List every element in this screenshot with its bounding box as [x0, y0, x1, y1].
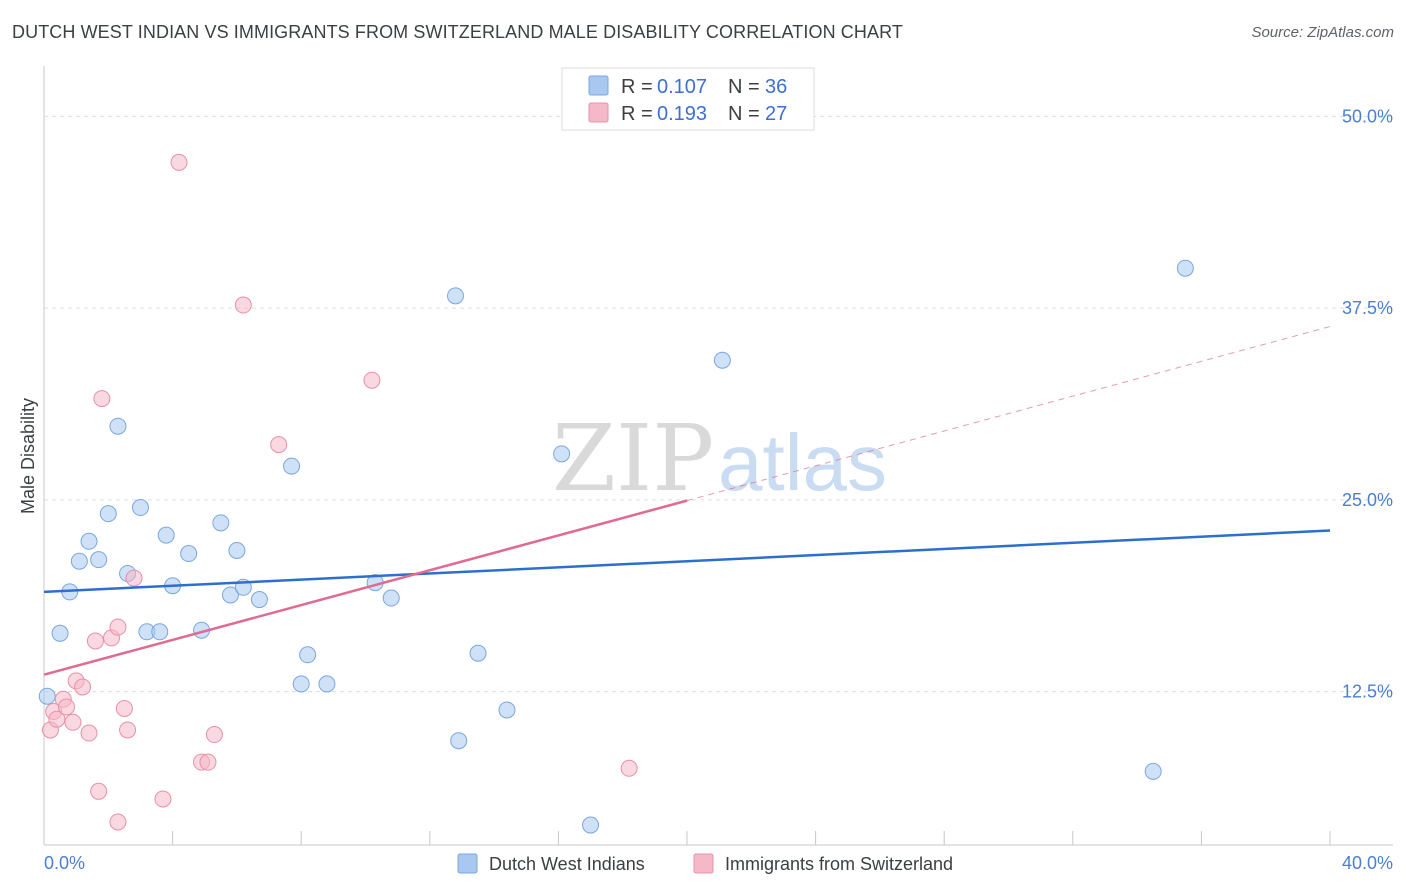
legend-r-value-2: 0.193 — [657, 103, 707, 125]
point-immigrants-from-switzerland — [205, 726, 223, 744]
series-legend-swatch-dutch-west-indians — [457, 853, 478, 874]
x-tick-label-max: 40.0% — [1342, 853, 1393, 873]
point-dutch-west-indians — [212, 514, 230, 532]
point-dutch-west-indians — [51, 624, 69, 642]
point-dutch-west-indians — [151, 623, 169, 641]
point-dutch-west-indians — [283, 457, 301, 475]
legend-n-label-2: N = — [728, 103, 760, 125]
source-label: Source: ZipAtlas.com — [1251, 24, 1394, 41]
y-tick-label: 25.0% — [1342, 490, 1393, 510]
series-legend-swatch-immigrants-from-switzerland — [693, 853, 714, 874]
point-immigrants-from-switzerland — [93, 390, 111, 408]
point-immigrants-from-switzerland — [125, 569, 143, 587]
legend-swatch-dutch-west-indians — [588, 75, 609, 96]
point-dutch-west-indians — [250, 591, 268, 609]
point-dutch-west-indians — [180, 545, 198, 563]
point-immigrants-from-switzerland — [119, 721, 137, 739]
series-legend-label-dutch-west-indians: Dutch West Indians — [489, 854, 645, 874]
trend-line-immigrants-from-switzerland — [43, 499, 688, 676]
y-axis-label: Male Disability — [18, 398, 38, 514]
chart-title: DUTCH WEST INDIAN VS IMMIGRANTS FROM SWI… — [12, 22, 903, 42]
point-immigrants-from-switzerland — [363, 371, 381, 389]
point-dutch-west-indians — [157, 526, 175, 544]
legend-n-value-1: 36 — [765, 76, 787, 98]
point-dutch-west-indians — [221, 586, 239, 604]
point-dutch-west-indians — [382, 589, 400, 607]
point-dutch-west-indians — [582, 816, 600, 834]
point-immigrants-from-switzerland — [80, 724, 98, 742]
y-tick-label: 50.0% — [1342, 106, 1393, 126]
point-dutch-west-indians — [70, 552, 88, 570]
point-immigrants-from-switzerland — [58, 698, 76, 716]
legend-r-label-1: R = — [621, 76, 653, 98]
point-dutch-west-indians — [713, 351, 731, 369]
point-dutch-west-indians — [38, 687, 56, 705]
trend-line-dutch-west-indians — [43, 529, 1331, 594]
watermark: ZIP atlas — [552, 405, 887, 512]
legend-n-value-2: 27 — [765, 103, 787, 125]
point-dutch-west-indians — [447, 287, 465, 305]
point-immigrants-from-switzerland — [154, 790, 172, 808]
point-immigrants-from-switzerland — [270, 436, 288, 454]
x-tick-label-min: 0.0% — [44, 853, 85, 873]
point-dutch-west-indians — [299, 646, 317, 664]
point-dutch-west-indians — [99, 505, 117, 523]
point-immigrants-from-switzerland — [115, 699, 133, 717]
point-immigrants-from-switzerland — [64, 713, 82, 731]
point-immigrants-from-switzerland — [199, 753, 217, 771]
point-dutch-west-indians — [90, 551, 108, 569]
point-dutch-west-indians — [292, 675, 310, 693]
point-dutch-west-indians — [80, 532, 98, 550]
trend-lines — [43, 326, 1331, 676]
axes — [43, 66, 1393, 846]
series-legend-label-immigrants-from-switzerland: Immigrants from Switzerland — [725, 854, 953, 874]
y-tick-label: 37.5% — [1342, 298, 1393, 318]
point-dutch-west-indians — [1176, 259, 1194, 277]
point-dutch-west-indians — [318, 675, 336, 693]
series-legend: Dutch West Indians Immigrants from Switz… — [457, 853, 953, 874]
point-immigrants-from-switzerland — [234, 296, 252, 314]
point-immigrants-from-switzerland — [109, 813, 127, 831]
point-dutch-west-indians — [450, 732, 468, 750]
legend-r-value-1: 0.107 — [657, 76, 707, 98]
watermark-zip: ZIP — [552, 405, 714, 512]
point-immigrants-from-switzerland — [48, 710, 66, 728]
trend-line-immigrants-from-switzerland-extension — [686, 326, 1331, 502]
point-dutch-west-indians — [1144, 762, 1162, 780]
point-immigrants-from-switzerland — [170, 153, 188, 171]
point-dutch-west-indians — [109, 417, 127, 435]
y-tick-label: 12.5% — [1342, 682, 1393, 702]
point-immigrants-from-switzerland — [620, 759, 638, 777]
point-dutch-west-indians — [469, 644, 487, 662]
point-dutch-west-indians — [553, 445, 571, 463]
point-dutch-west-indians — [131, 499, 149, 517]
point-immigrants-from-switzerland — [86, 632, 104, 650]
point-immigrants-from-switzerland — [90, 782, 108, 800]
point-dutch-west-indians — [498, 701, 516, 719]
legend-n-label-1: N = — [728, 76, 760, 98]
legend-r-label-2: R = — [621, 103, 653, 125]
point-dutch-west-indians — [228, 541, 246, 559]
legend-swatch-immigrants-from-switzerland — [588, 102, 609, 123]
grid-lines: 12.5% 25.0% 37.5% 50.0% — [44, 106, 1393, 702]
point-immigrants-from-switzerland — [74, 678, 92, 696]
data-points — [38, 153, 1194, 834]
point-immigrants-from-switzerland — [109, 618, 127, 636]
watermark-atlas: atlas — [718, 418, 887, 507]
correlation-legend: R = 0.107 N = 36 R = 0.193 N = 27 — [561, 67, 815, 131]
